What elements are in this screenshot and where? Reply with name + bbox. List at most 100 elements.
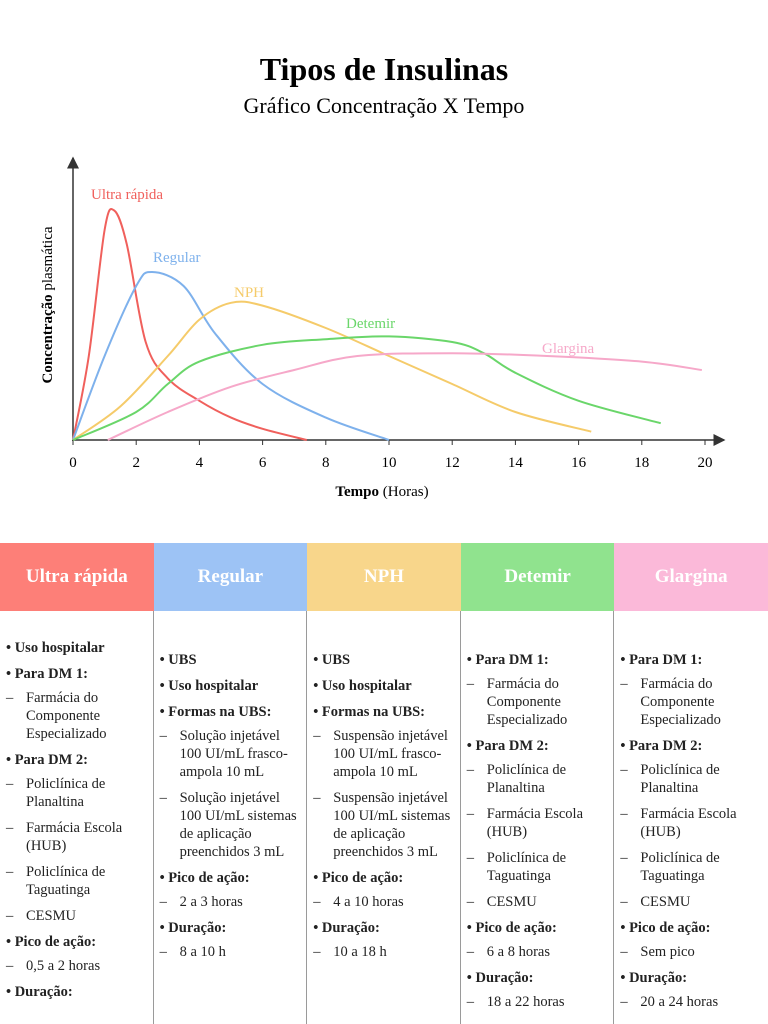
dash: – bbox=[466, 994, 475, 1010]
list-item: –2 a 3 horas bbox=[160, 893, 301, 911]
list-item: – Policlínica de Planaltina bbox=[6, 775, 147, 811]
group-text: Para DM 2: bbox=[475, 738, 549, 754]
group-text: Uso hospitalar bbox=[168, 678, 259, 694]
item-text: Farmácia do Componente Especializado bbox=[486, 676, 568, 728]
group-text: Formas na UBS: bbox=[321, 704, 426, 720]
y-label-bold: Concentração bbox=[40, 294, 56, 383]
series-label: Ultra rápida bbox=[91, 187, 163, 203]
group-text: UBS bbox=[321, 652, 351, 668]
group-label: • Uso hospitalar bbox=[159, 678, 259, 694]
item-text: CESMU bbox=[26, 908, 76, 924]
series-line bbox=[72, 335, 662, 441]
item-text: Farmácia Escola (HUB) bbox=[486, 806, 583, 840]
x-tick-label: 4 bbox=[196, 455, 204, 471]
item-text: Policlínica de Planaltina bbox=[486, 762, 567, 796]
group-label: • Duração: bbox=[466, 970, 534, 986]
dash: – bbox=[6, 690, 14, 706]
list-item: – Farmácia do Componente Especializado bbox=[467, 675, 608, 729]
series-label: Detemir bbox=[346, 316, 395, 332]
dash: – bbox=[466, 850, 475, 866]
list-item: – Policlínica de Planaltina bbox=[467, 761, 608, 797]
list-item: – Policlínica de Taguatinga bbox=[6, 863, 147, 899]
column-body: • Uso hospitalar • Para DM 1: – Farmácia do… bbox=[0, 611, 154, 1024]
group-text: UBS bbox=[168, 652, 197, 668]
item-text: Solução injetável 100 UI/mL frasco-ampol… bbox=[179, 728, 288, 780]
group-label: • Pico de ação: bbox=[159, 870, 250, 886]
item-text: Farmácia do Componente Especializado bbox=[640, 676, 721, 728]
dash: – bbox=[620, 994, 628, 1010]
group-text: Duração: bbox=[629, 970, 688, 986]
group-text: Para DM 1: bbox=[14, 666, 88, 682]
x-tick-label: 2 bbox=[132, 455, 140, 471]
item-text: Farmácia Escola (HUB) bbox=[640, 806, 737, 840]
group-label: • Duração: bbox=[6, 984, 73, 1000]
group-label: • Para DM 1: bbox=[6, 666, 88, 682]
dash: – bbox=[6, 864, 14, 880]
list-item: –8 a 10 h bbox=[160, 943, 301, 961]
table-column: Regular • UBS • Uso hospitalar • Formas na … bbox=[153, 543, 308, 1024]
group-label: • Para DM 1: bbox=[466, 652, 549, 668]
dash: – bbox=[620, 762, 628, 778]
list-item: – CESMU bbox=[620, 893, 762, 911]
group-label: • Para DM 1: bbox=[620, 652, 703, 668]
item-text: 8 a 10 h bbox=[179, 944, 226, 960]
item-text: Suspensão injetável 100 UI/mL frasco-amp… bbox=[333, 728, 448, 780]
item-text: 20 a 24 horas bbox=[640, 994, 719, 1010]
list-item: – Sem pico bbox=[620, 943, 762, 961]
group-text: Duração: bbox=[475, 970, 534, 986]
list-item: – Farmácia Escola (HUB) bbox=[467, 805, 608, 841]
group-label: • Duração: bbox=[313, 920, 380, 936]
dash: – bbox=[466, 806, 475, 822]
column-body: • UBS • Uso hospitalar • Formas na UBS: – Su… bbox=[307, 611, 461, 1024]
dash: – bbox=[6, 908, 14, 924]
list-item: – Policlínica de Taguatinga bbox=[620, 849, 762, 885]
series-line bbox=[72, 208, 308, 441]
column-header: Detemir bbox=[460, 543, 615, 611]
dash: – bbox=[313, 894, 321, 910]
dash: – bbox=[466, 894, 475, 910]
item-text: Farmácia Escola (HUB) bbox=[26, 820, 123, 854]
dash: – bbox=[313, 790, 321, 806]
item-text: 10 a 18 h bbox=[333, 944, 387, 960]
x-tick-label: 18 bbox=[634, 455, 649, 471]
group-label: • Uso hospitalar bbox=[313, 678, 412, 694]
item-text: CESMU bbox=[486, 894, 537, 910]
list-item: – Farmácia do Componente Especializado bbox=[620, 675, 762, 729]
dash: – bbox=[159, 728, 167, 744]
x-axis-label: Tempo (Horas) bbox=[335, 484, 428, 500]
dash: – bbox=[159, 894, 167, 910]
list-item: –18 a 22 horas bbox=[467, 993, 608, 1011]
group-text: Formas na UBS: bbox=[168, 704, 272, 720]
group-text: Pico de ação: bbox=[14, 934, 97, 950]
list-item: – CESMU bbox=[6, 907, 147, 925]
column-header: NPH bbox=[307, 543, 461, 611]
dash: – bbox=[6, 776, 14, 792]
dash: – bbox=[313, 944, 321, 960]
list-item: – Suspensão injetável 100 UI/mL sistemas … bbox=[313, 789, 454, 861]
dash: – bbox=[620, 850, 628, 866]
dash: – bbox=[6, 958, 14, 974]
list-item: –6 a 8 horas bbox=[467, 943, 608, 961]
dash: – bbox=[466, 944, 475, 960]
column-body: • Para DM 1: – Farmácia do Componente Espe… bbox=[614, 611, 768, 1024]
y-axis-label: Concentração plasmática bbox=[40, 226, 56, 383]
series-line bbox=[72, 270, 390, 441]
group-label: • Duração: bbox=[159, 920, 227, 936]
x-tick-label: 14 bbox=[508, 455, 524, 471]
x-tick-label: 12 bbox=[445, 455, 460, 471]
group-text: Duração: bbox=[14, 984, 73, 1000]
item-text: 0,5 a 2 horas bbox=[26, 958, 101, 974]
list-item: – Farmácia Escola (HUB) bbox=[6, 819, 147, 855]
group-text: Uso hospitalar bbox=[321, 678, 412, 694]
table: Ultra rápida • Uso hospitalar • Para DM 1:… bbox=[0, 543, 768, 1024]
group-text: Duração: bbox=[321, 920, 380, 936]
group-label: • Formas na UBS: bbox=[159, 704, 272, 720]
x-tick-label: 16 bbox=[571, 455, 587, 471]
table-column: NPH • UBS • Uso hospitalar • Formas na UBS:… bbox=[307, 543, 461, 1024]
x-tick-label: 20 bbox=[698, 455, 713, 471]
dash: – bbox=[159, 944, 167, 960]
group-text: Duração: bbox=[168, 920, 227, 936]
item-text: Farmácia do Componente Especializado bbox=[26, 690, 107, 742]
item-text: Policlínica de Planaltina bbox=[640, 762, 720, 796]
